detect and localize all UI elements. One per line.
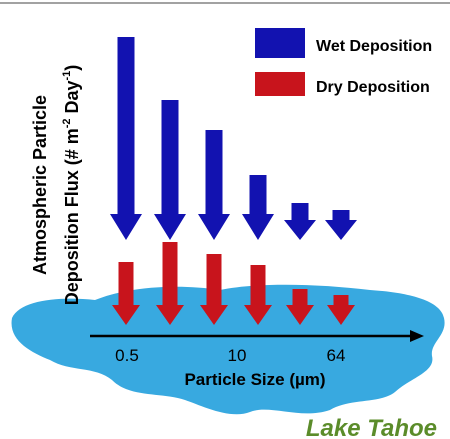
arrows (110, 28, 357, 325)
wet-arrow (325, 210, 357, 240)
y-label-sup: -1 (61, 71, 73, 81)
legend-wet-label: Wet Deposition (316, 38, 432, 55)
x-tick-label: 0.5 (115, 346, 139, 365)
y-label-part: Deposition Flux (# m (62, 128, 82, 305)
wet-arrow (284, 203, 316, 240)
legend-swatch (255, 72, 305, 96)
x-axis-label: Particle Size (µm) (184, 370, 325, 389)
y-label-part: ) (62, 65, 82, 71)
wet-arrow (110, 37, 142, 240)
wet-arrow (154, 100, 186, 240)
diagram: Wet Deposition Dry Deposition Atmospheri… (0, 0, 450, 439)
legend-swatch (255, 28, 305, 58)
wet-arrow (242, 175, 274, 240)
y-label-sup: -2 (61, 119, 73, 129)
x-tick-label: 10 (228, 346, 247, 365)
wet-arrow (198, 130, 230, 240)
x-tick-label: 64 (327, 346, 346, 365)
legend-dry-label: Dry Deposition (316, 79, 430, 96)
lake-label: Lake Tahoe (306, 415, 437, 439)
y-label-part: Day (62, 80, 82, 118)
y-axis-label: Atmospheric Particle (30, 95, 50, 275)
y-axis-label: Deposition Flux (# m-2 Day-1) (61, 65, 82, 306)
